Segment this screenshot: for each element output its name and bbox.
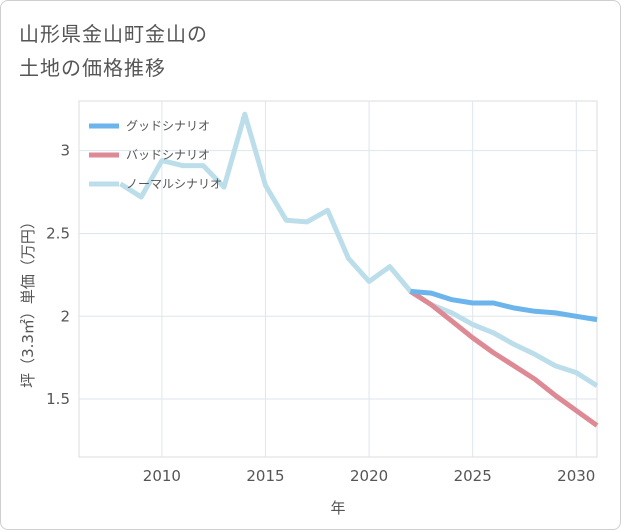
x-tick-label: 2025 bbox=[454, 467, 492, 485]
x-tick-label: 2010 bbox=[143, 467, 181, 485]
x-tick-label: 2030 bbox=[557, 467, 595, 485]
y-tick-label: 1.5 bbox=[46, 390, 70, 408]
legend-label: ノーマルシナリオ bbox=[126, 177, 222, 191]
x-tick-label: 2020 bbox=[350, 467, 388, 485]
chart-title-line-2: 土地の価格推移 bbox=[19, 56, 166, 80]
x-axis-title: 年 bbox=[330, 499, 345, 517]
series-line-1 bbox=[409, 289, 599, 428]
y-tick-label: 2.5 bbox=[46, 224, 70, 242]
series-line-2 bbox=[119, 111, 599, 388]
tick-labels: 2010 2015 2020 2025 2030 1.5 2 2.5 3 bbox=[46, 142, 595, 485]
y-tick-label: 3 bbox=[60, 142, 70, 160]
chart-title-line-1: 山形県金山町金山の bbox=[19, 22, 208, 46]
chart-title: 山形県金山町金山の 土地の価格推移 bbox=[19, 17, 208, 85]
series-line-0 bbox=[410, 288, 598, 323]
y-tick-label: 2 bbox=[60, 307, 70, 325]
y-axis-title: 坪（3.3㎡）単価（万円） bbox=[19, 214, 37, 388]
axis-titles: 年 坪（3.3㎡）単価（万円） bbox=[19, 214, 346, 517]
x-tick-label: 2015 bbox=[246, 467, 284, 485]
series-lines bbox=[119, 111, 599, 428]
legend-label: グッドシナリオ bbox=[126, 119, 210, 133]
grid-lines bbox=[79, 101, 597, 457]
legend-label: バッドシナリオ bbox=[126, 148, 210, 162]
